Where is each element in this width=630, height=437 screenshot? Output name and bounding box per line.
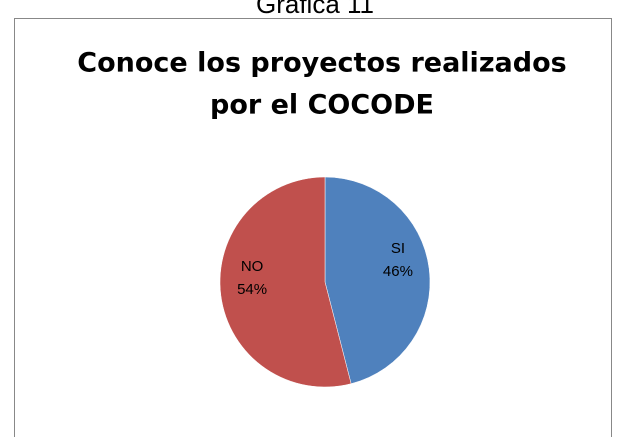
slice-label: NO [241, 258, 264, 275]
chart-title: Conoce los proyectos realizados [77, 48, 566, 79]
heading: Gráfica 11 [256, 0, 374, 19]
slice-value-label: 46% [383, 263, 413, 280]
chart-title: por el COCODE [210, 90, 434, 121]
slice-value-label: 54% [237, 281, 267, 298]
chart-frame [14, 18, 612, 437]
pie-slice [324, 176, 431, 385]
pie-slice [219, 176, 352, 388]
slice-label: SI [391, 240, 405, 257]
